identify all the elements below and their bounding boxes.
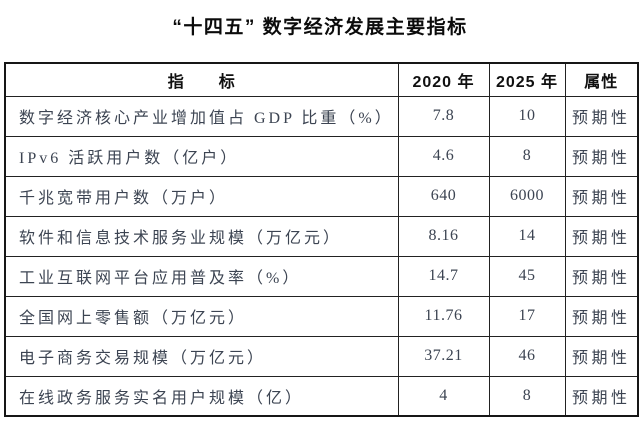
page-title: “十四五” 数字经济发展主要指标 xyxy=(172,17,468,38)
indicators-table: 指 标 2020 年 2025 年 属性 数字经济核心产业增加值占 GDP 比重… xyxy=(4,62,639,417)
value-2025-cell: 14 xyxy=(488,215,566,257)
attribute-cell: 预期性 xyxy=(564,375,639,417)
value-2025-cell: 17 xyxy=(488,295,566,337)
value-2025-cell: 8 xyxy=(488,375,566,417)
value-2025-cell: 45 xyxy=(488,255,566,297)
attribute-cell: 预期性 xyxy=(564,255,639,297)
value-2020-cell: 37.21 xyxy=(397,335,490,377)
table-row: IPv6 活跃用户数（亿户） 4.6 8 预期性 xyxy=(4,135,639,177)
value-2020-cell: 11.76 xyxy=(397,295,490,337)
value-2020-cell: 4.6 xyxy=(397,135,490,177)
attribute-cell: 预期性 xyxy=(564,295,639,337)
indicator-cell: 软件和信息技术服务业规模（万亿元） xyxy=(4,215,399,257)
value-2020-cell: 4 xyxy=(397,375,490,417)
value-2025-cell: 10 xyxy=(488,95,566,137)
header-attribute: 属性 xyxy=(564,62,639,97)
table-row: 千兆宽带用户数（万户） 640 6000 预期性 xyxy=(4,175,639,217)
header-indicator: 指 标 xyxy=(4,62,399,97)
table-row: 全国网上零售额（万亿元） 11.76 17 预期性 xyxy=(4,295,639,337)
value-2020-cell: 7.8 xyxy=(397,95,490,137)
indicator-cell: 数字经济核心产业增加值占 GDP 比重（%） xyxy=(4,95,399,137)
header-2025: 2025 年 xyxy=(488,62,566,97)
header-2020: 2020 年 xyxy=(397,62,490,97)
value-2025-cell: 8 xyxy=(488,135,566,177)
indicator-cell: IPv6 活跃用户数（亿户） xyxy=(4,135,399,177)
value-2020-cell: 8.16 xyxy=(397,215,490,257)
table-header-row: 指 标 2020 年 2025 年 属性 xyxy=(4,62,639,97)
indicator-cell: 电子商务交易规模（万亿元） xyxy=(4,335,399,377)
value-2020-cell: 14.7 xyxy=(397,255,490,297)
table-row: 工业互联网平台应用普及率（%） 14.7 45 预期性 xyxy=(4,255,639,297)
indicator-cell: 千兆宽带用户数（万户） xyxy=(4,175,399,217)
attribute-cell: 预期性 xyxy=(564,175,639,217)
table-row: 软件和信息技术服务业规模（万亿元） 8.16 14 预期性 xyxy=(4,215,639,257)
value-2020-cell: 640 xyxy=(397,175,490,217)
value-2025-cell: 46 xyxy=(488,335,566,377)
table-row: 数字经济核心产业增加值占 GDP 比重（%） 7.8 10 预期性 xyxy=(4,95,639,137)
table-row: 在线政务服务实名用户规模（亿） 4 8 预期性 xyxy=(4,375,639,417)
attribute-cell: 预期性 xyxy=(564,135,639,177)
attribute-cell: 预期性 xyxy=(564,95,639,137)
indicator-cell: 工业互联网平台应用普及率（%） xyxy=(4,255,399,297)
attribute-cell: 预期性 xyxy=(564,335,639,377)
table-row: 电子商务交易规模（万亿元） 37.21 46 预期性 xyxy=(4,335,639,377)
attribute-cell: 预期性 xyxy=(564,215,639,257)
indicator-cell: 全国网上零售额（万亿元） xyxy=(4,295,399,337)
indicator-cell: 在线政务服务实名用户规模（亿） xyxy=(4,375,399,417)
value-2025-cell: 6000 xyxy=(488,175,566,217)
